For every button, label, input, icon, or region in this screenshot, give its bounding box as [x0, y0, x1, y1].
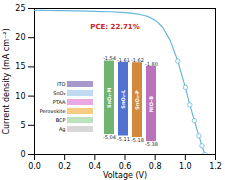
svg-text:15: 15 — [15, 62, 25, 71]
svg-text:Ag: Ag — [59, 126, 66, 133]
svg-text:10: 10 — [15, 92, 25, 101]
svg-text:-1.62: -1.62 — [131, 57, 144, 63]
svg-text:ITO: ITO — [57, 81, 66, 87]
svg-text:0.0: 0.0 — [28, 162, 41, 171]
svg-text:0.8: 0.8 — [149, 162, 162, 171]
svg-text:-5.11: -5.11 — [117, 136, 130, 142]
svg-text:SnO₂-P: SnO₂-P — [134, 90, 140, 110]
svg-text:0: 0 — [20, 150, 25, 159]
svg-text:SnO₂-M: SnO₂-M — [106, 87, 112, 108]
svg-text:1.2: 1.2 — [209, 162, 222, 171]
svg-text:0.2: 0.2 — [58, 162, 71, 171]
svg-text:Voltage (V): Voltage (V) — [103, 171, 147, 180]
svg-text:SnO₂: SnO₂ — [53, 90, 65, 96]
svg-text:BCP: BCP — [56, 117, 66, 123]
svg-text:1.0: 1.0 — [179, 162, 192, 171]
svg-text:5: 5 — [20, 121, 25, 130]
svg-text:SnO₂-L: SnO₂-L — [120, 89, 126, 109]
svg-text:Perovskite: Perovskite — [40, 108, 66, 114]
svg-text:25: 25 — [15, 4, 25, 13]
svg-text:-1.61: -1.61 — [117, 57, 130, 63]
svg-text:PTAA: PTAA — [53, 99, 66, 105]
svg-text:-5.18: -5.18 — [131, 137, 144, 143]
svg-text:0.4: 0.4 — [88, 162, 101, 171]
svg-text:PCE: 22.71%: PCE: 22.71% — [90, 23, 139, 31]
svg-text:-5.04: -5.04 — [103, 134, 116, 140]
svg-text:-5.38: -5.38 — [145, 141, 158, 147]
svg-text:-1.54: -1.54 — [103, 55, 116, 61]
svg-text:Current density (mA cm⁻²): Current density (mA cm⁻²) — [2, 28, 11, 134]
svg-text:NiO-B: NiO-B — [148, 96, 154, 112]
svg-text:-1.80: -1.80 — [145, 61, 158, 67]
svg-text:20: 20 — [15, 33, 25, 42]
svg-text:0.6: 0.6 — [118, 162, 132, 172]
